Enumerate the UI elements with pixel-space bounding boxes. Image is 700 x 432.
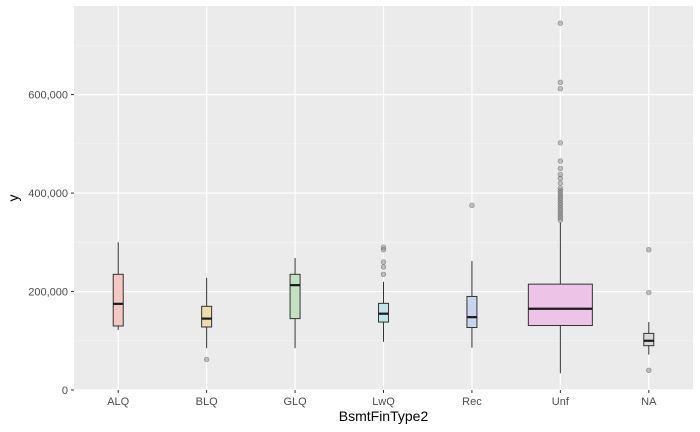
outlier-point [557, 20, 564, 26]
boxes [112, 20, 655, 374]
outlier-point [203, 356, 210, 363]
outlier-point [380, 271, 387, 278]
box-blq [201, 277, 213, 363]
box-body [527, 283, 593, 327]
x-axis-ticks: ALQ BLQ GLQ LwQ Rec Unf NA [107, 390, 657, 408]
box-body [643, 332, 655, 347]
outlier-point [557, 180, 564, 186]
y-tick-label: 400,000 [28, 188, 68, 200]
x-tick-label: Unf [552, 396, 570, 408]
y-tick-label: 200,000 [28, 287, 68, 299]
outlier-point [646, 367, 652, 374]
x-tick-label: ALQ [107, 396, 129, 408]
box-body [466, 295, 478, 328]
x-tick-label: GLQ [283, 396, 307, 408]
outlier-point [380, 259, 387, 265]
outlier-point [557, 86, 564, 92]
outlier-point [380, 244, 387, 250]
outlier-point [557, 140, 564, 146]
box-glq [289, 258, 301, 349]
y-tick-label: 0 [62, 385, 68, 397]
outlier-point [557, 158, 564, 164]
y-axis-title: y [5, 195, 21, 202]
box-body [112, 273, 124, 327]
box-na [643, 246, 655, 374]
outlier-point [646, 246, 652, 253]
box-alq [112, 242, 124, 330]
y-axis-ticks: 0 200,000 400,000 600,000 [28, 90, 74, 397]
outlier-point [557, 171, 564, 178]
box-body [289, 273, 301, 320]
x-tick-label: Rec [462, 396, 482, 408]
outlier-point [380, 264, 387, 270]
outlier-point [557, 165, 564, 172]
outlier-point [469, 202, 475, 209]
box-unf [527, 20, 593, 374]
outlier-point [557, 185, 564, 191]
x-axis-title: BsmtFinType2 [339, 408, 429, 424]
box-body [201, 305, 213, 328]
outlier-point [557, 175, 564, 182]
box-lwq [378, 244, 389, 342]
outlier-point [646, 289, 652, 296]
y-tick-label: 600,000 [28, 90, 68, 102]
x-tick-label: LwQ [372, 396, 395, 408]
x-tick-label: BLQ [196, 396, 218, 408]
x-tick-label: NA [641, 396, 657, 408]
box-rec [466, 202, 478, 348]
outlier-point [557, 79, 564, 86]
